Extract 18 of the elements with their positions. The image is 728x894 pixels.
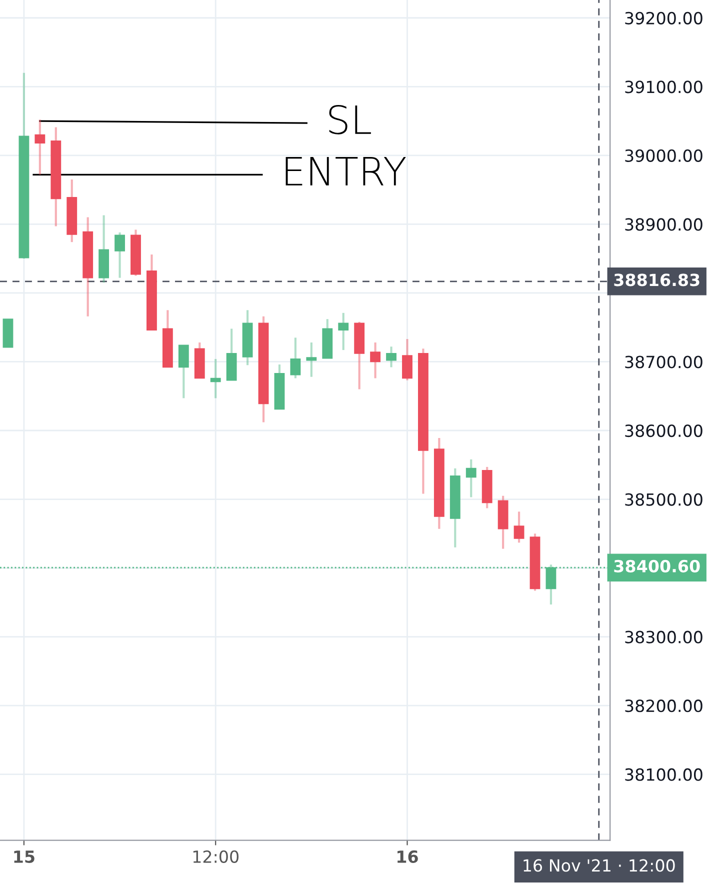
y-tick-label: 38700.00: [625, 356, 702, 368]
y-tick-label: 38300.00: [625, 630, 702, 644]
y-tick-label: 38200.00: [625, 700, 702, 712]
y-tick-label: 38600.00: [625, 424, 702, 438]
series-label: SL: [329, 104, 371, 134]
y-tick-label: 38900.00: [625, 218, 702, 231]
ref-line-label: 16 Nov '21 · 12:00: [524, 859, 675, 872]
y-tick-label: 39000.00: [625, 149, 702, 162]
x-tick-label: 16: [398, 850, 418, 863]
y-tick-label: 38100.00: [625, 768, 702, 781]
ref-line-label: 38816.83: [614, 274, 700, 286]
y-tick-label: 39100.00: [625, 80, 702, 94]
y-tick-label: 39200.00: [625, 12, 702, 24]
x-tick-label: 15: [14, 850, 34, 863]
y-tick-label: 38500.00: [625, 493, 702, 506]
series-label: ENTRY: [286, 157, 406, 186]
x-tick-label: 12:00: [193, 850, 239, 863]
ref-line-label: 38400.60: [614, 560, 700, 572]
